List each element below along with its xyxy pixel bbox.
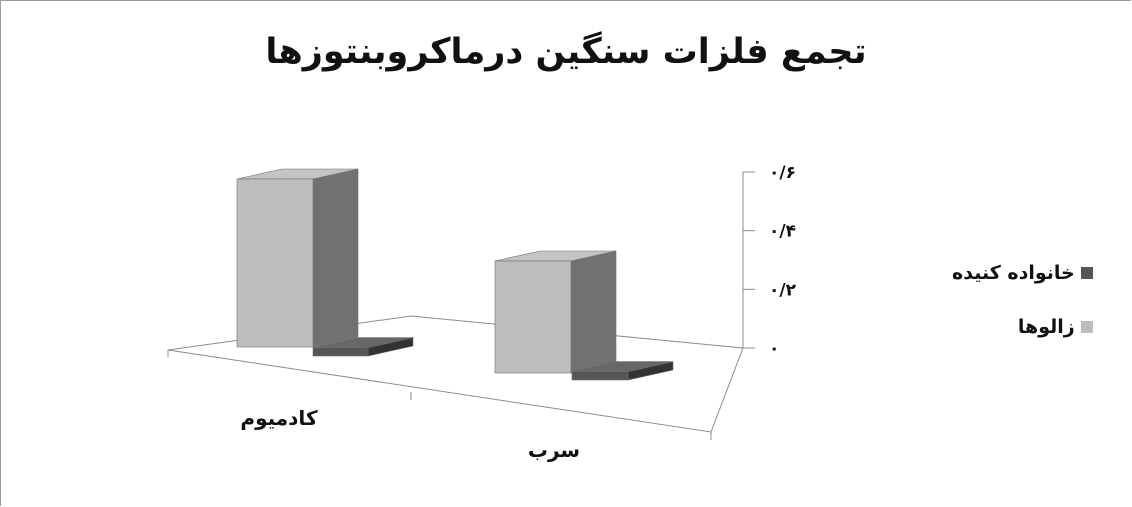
y-tick-label: ۰/۶ xyxy=(769,163,796,183)
bar xyxy=(494,260,572,374)
legend-label-family: خانواده کنیده xyxy=(952,262,1075,284)
x-category-label: سرب xyxy=(528,438,580,462)
chart-legend: خانواده کنیده زالوها xyxy=(952,258,1093,366)
legend-swatch-leeches xyxy=(1080,321,1093,333)
chart-title: تجمع فلزات سنگین درماکروبنتوزها xyxy=(265,32,867,72)
bar xyxy=(236,178,314,348)
legend-item-leeches: زالوها xyxy=(952,312,1093,342)
y-tick-label: ۰ xyxy=(769,339,779,359)
legend-label-leeches: زالوها xyxy=(1017,316,1075,338)
bar-side xyxy=(312,168,359,348)
legend-swatch-family xyxy=(1080,267,1093,279)
y-tick-label: ۰/۲ xyxy=(769,280,797,300)
bar-side xyxy=(570,250,617,374)
bar xyxy=(571,371,629,381)
y-tick-label: ۰/۴ xyxy=(769,222,796,242)
x-category-label: کادمیوم xyxy=(240,406,318,430)
legend-item-family: خانواده کنیده xyxy=(952,258,1093,288)
bar xyxy=(312,347,369,357)
